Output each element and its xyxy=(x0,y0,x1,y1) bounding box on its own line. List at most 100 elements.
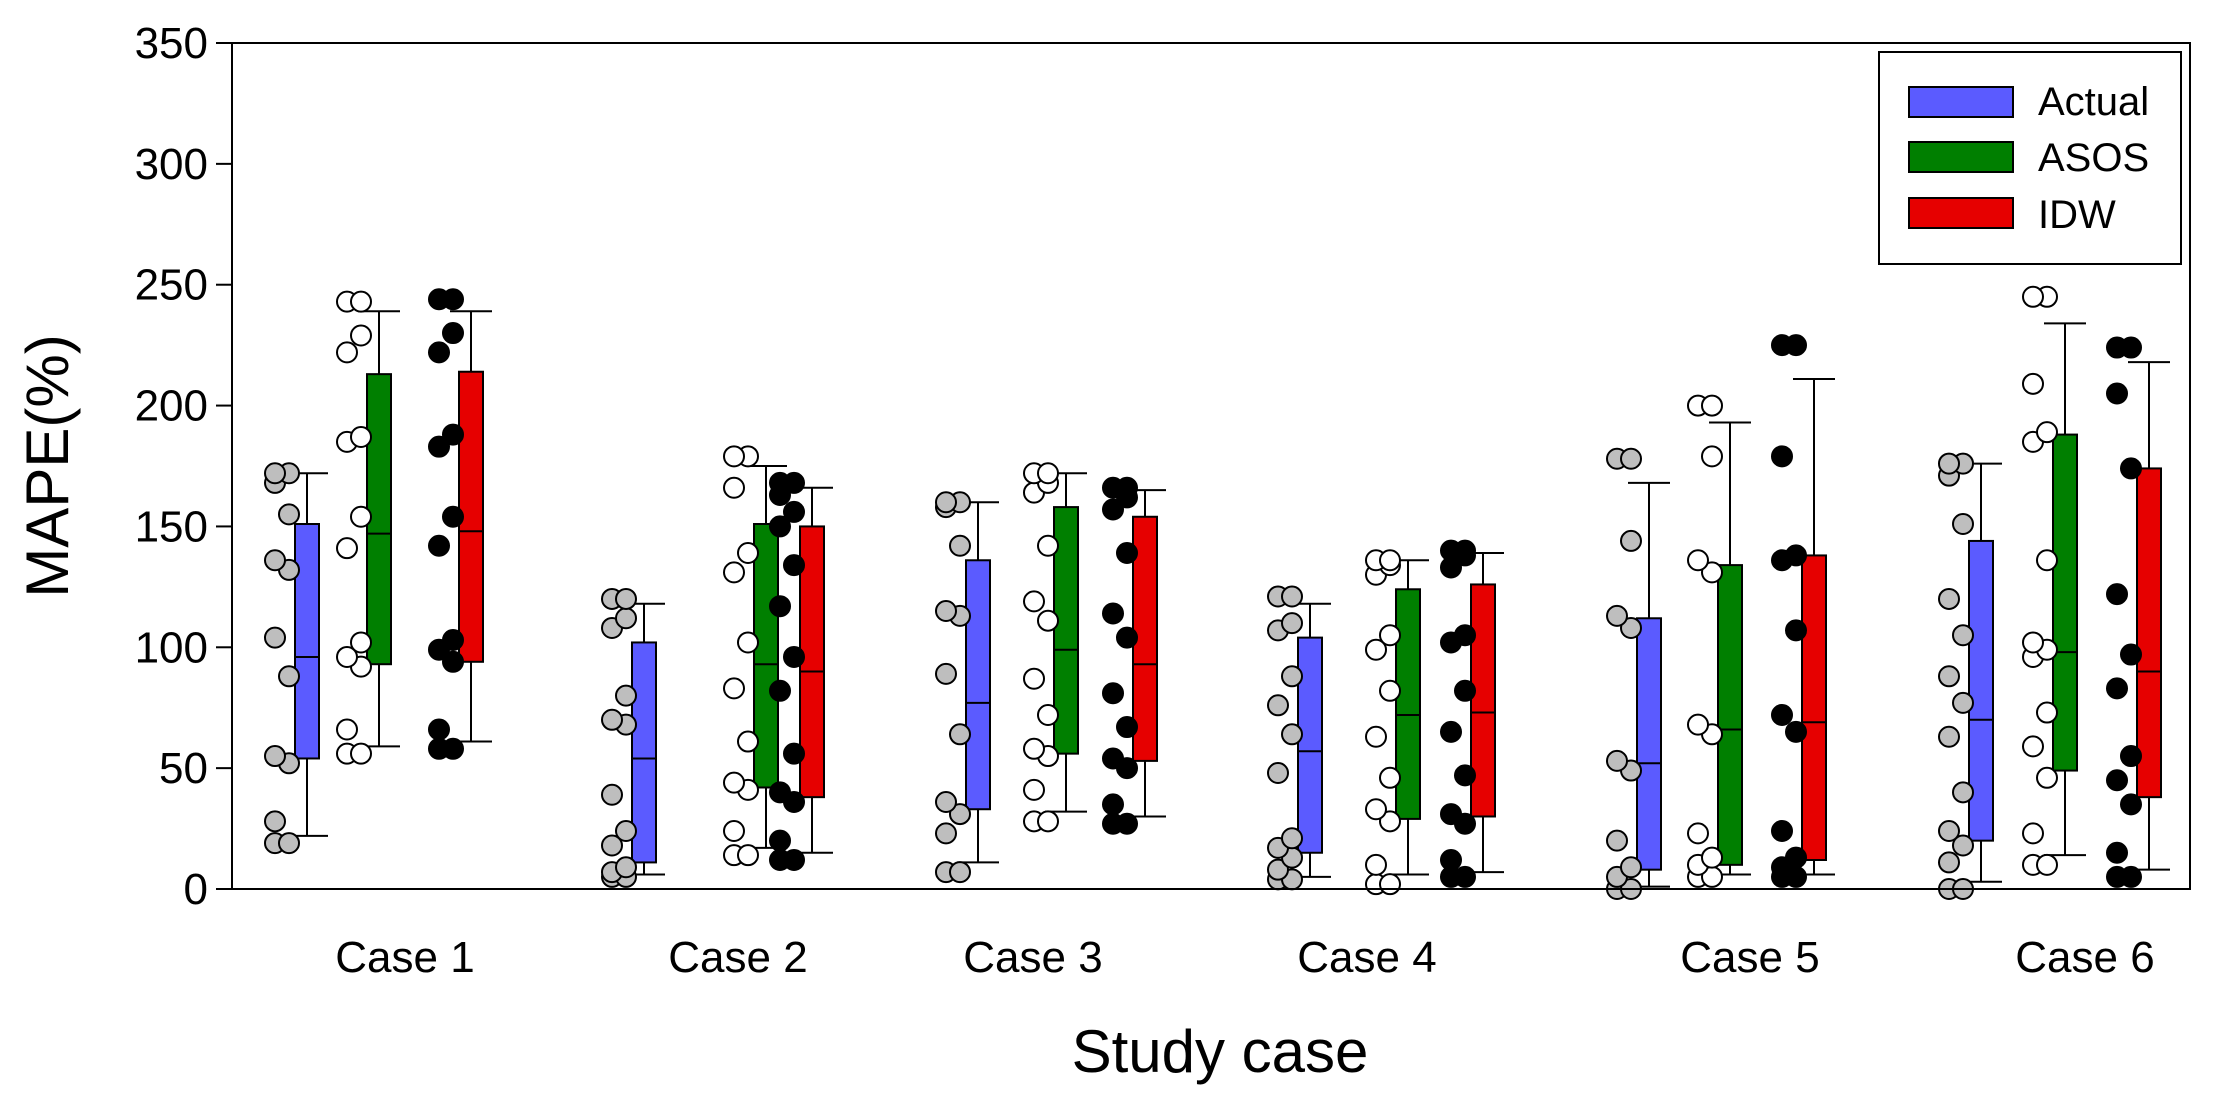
data-point xyxy=(1102,602,1124,625)
data-point xyxy=(1771,703,1793,726)
data-point xyxy=(1701,846,1723,869)
data-point xyxy=(935,662,957,685)
data-point xyxy=(2036,421,2058,444)
box-iqr xyxy=(2136,467,2162,799)
y-tick-label: 100 xyxy=(135,623,208,672)
box-iqr xyxy=(1470,583,1496,818)
data-point xyxy=(428,341,450,364)
data-point xyxy=(1785,619,1807,642)
data-point xyxy=(783,554,805,577)
data-point xyxy=(615,684,637,707)
data-point xyxy=(2106,336,2128,359)
data-point xyxy=(769,595,791,618)
box-asos-case-5 xyxy=(1687,394,1751,888)
data-point xyxy=(350,505,372,528)
box-iqr xyxy=(753,523,779,789)
data-point xyxy=(1379,873,1401,896)
y-tick-label: 0 xyxy=(184,865,208,914)
data-point xyxy=(2120,457,2142,480)
boxes-layer xyxy=(264,285,2170,900)
data-point xyxy=(1938,819,1960,842)
y-tick-label: 300 xyxy=(135,140,208,189)
data-point xyxy=(2120,643,2142,666)
box-iqr xyxy=(1395,588,1421,820)
data-point xyxy=(2106,841,2128,864)
box-asos-case-3 xyxy=(1023,462,1087,833)
data-point xyxy=(615,819,637,842)
data-point xyxy=(1952,691,1974,714)
data-point xyxy=(1938,587,1960,610)
data-point xyxy=(2022,372,2044,395)
y-tick-label: 350 xyxy=(135,19,208,68)
data-point xyxy=(2036,701,2058,724)
data-point xyxy=(737,730,759,753)
box-asos-case-6 xyxy=(2022,285,2086,876)
data-point xyxy=(1037,810,1059,833)
data-point xyxy=(1454,865,1476,888)
data-point xyxy=(723,445,745,468)
data-point xyxy=(723,561,745,584)
y-tick-label: 250 xyxy=(135,261,208,310)
data-point xyxy=(1267,858,1289,881)
data-point xyxy=(1102,498,1124,521)
box-iqr xyxy=(1801,554,1827,861)
data-point xyxy=(1281,665,1303,688)
data-point xyxy=(1440,720,1462,743)
data-point xyxy=(350,324,372,347)
data-point xyxy=(264,462,286,485)
data-point xyxy=(601,783,623,806)
data-point xyxy=(442,629,464,652)
plot-area-frame xyxy=(231,42,2191,890)
data-point xyxy=(2120,865,2142,888)
legend-label-idw: IDW xyxy=(2038,193,2116,237)
data-point xyxy=(769,471,791,494)
box-iqr xyxy=(1717,564,1743,866)
data-point xyxy=(278,832,300,855)
data-point xyxy=(2106,677,2128,700)
data-point xyxy=(1037,609,1059,632)
data-point xyxy=(442,322,464,345)
data-point xyxy=(737,542,759,565)
data-point xyxy=(1620,856,1642,879)
data-point xyxy=(935,491,957,514)
data-point xyxy=(1454,539,1476,562)
data-point xyxy=(1037,703,1059,726)
data-point xyxy=(935,822,957,845)
legend: Actual ASOS IDW xyxy=(1878,51,2182,265)
box-idw-case-2 xyxy=(769,471,833,871)
data-point xyxy=(1771,334,1793,357)
data-point xyxy=(1281,723,1303,746)
data-point xyxy=(2106,769,2128,792)
data-point xyxy=(442,423,464,446)
data-point xyxy=(723,677,745,700)
data-point xyxy=(428,435,450,458)
data-point xyxy=(442,505,464,528)
data-point xyxy=(336,718,358,741)
box-iqr xyxy=(631,641,657,864)
data-point xyxy=(1620,447,1642,470)
data-point xyxy=(1938,665,1960,688)
data-point xyxy=(737,844,759,867)
x-tick-label-case-3: Case 3 xyxy=(963,933,1102,982)
data-point xyxy=(1952,781,1974,804)
box-idw-case-5 xyxy=(1771,334,1835,888)
box-actual-case-3 xyxy=(935,491,999,884)
data-point xyxy=(1102,747,1124,770)
data-point xyxy=(350,631,372,654)
data-point xyxy=(264,810,286,833)
data-point xyxy=(769,515,791,538)
data-point xyxy=(264,626,286,649)
data-point xyxy=(264,549,286,572)
data-point xyxy=(1365,638,1387,661)
data-point xyxy=(783,742,805,765)
box-asos-case-1 xyxy=(336,290,400,765)
y-tick-label: 150 xyxy=(135,502,208,551)
data-point xyxy=(769,781,791,804)
data-point xyxy=(2106,382,2128,405)
data-point xyxy=(428,534,450,557)
data-point xyxy=(1687,549,1709,572)
data-point xyxy=(2036,549,2058,572)
data-point xyxy=(949,534,971,557)
data-point xyxy=(1267,761,1289,784)
data-point xyxy=(350,425,372,448)
